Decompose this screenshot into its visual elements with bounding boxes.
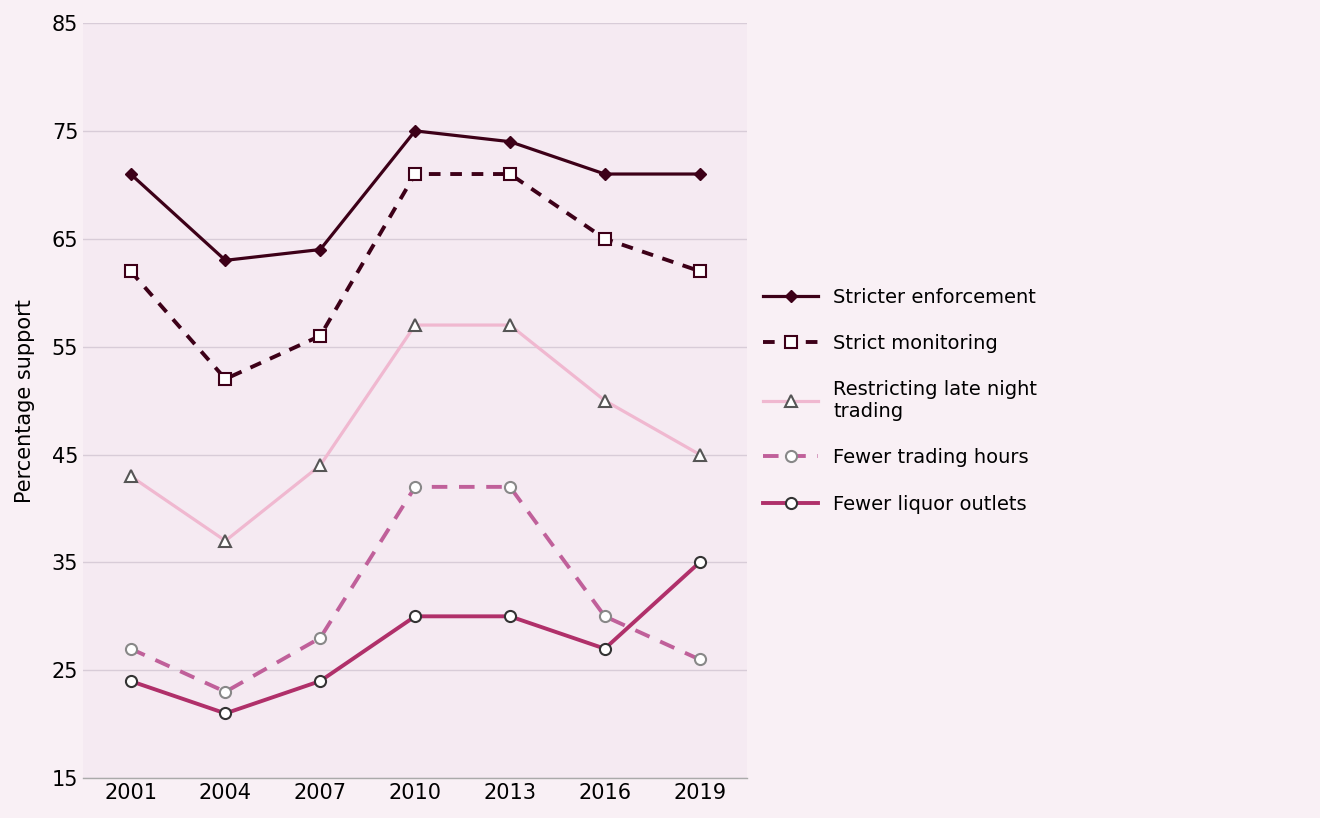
Restricting late night
trading <box>313 461 329 470</box>
Fewer trading hours <box>407 482 422 492</box>
Fewer trading hours <box>502 482 517 492</box>
Y-axis label: Percentage support: Percentage support <box>15 299 36 502</box>
Fewer trading hours <box>597 611 612 621</box>
Restricting late night
trading <box>597 396 612 406</box>
Strict monitoring <box>692 266 708 276</box>
Fewer liquor outlets <box>123 676 139 686</box>
Fewer liquor outlets <box>597 644 612 654</box>
Restricting late night
trading <box>407 320 422 330</box>
Line: Restricting late night
trading: Restricting late night trading <box>124 319 706 547</box>
Strict monitoring <box>502 169 517 179</box>
Strict monitoring <box>313 331 329 341</box>
Strict monitoring <box>407 169 422 179</box>
Line: Strict monitoring: Strict monitoring <box>125 169 705 384</box>
Stricter enforcement <box>123 169 139 179</box>
Fewer trading hours <box>123 644 139 654</box>
Fewer liquor outlets <box>407 611 422 621</box>
Stricter enforcement <box>218 255 234 265</box>
Restricting late night
trading <box>502 320 517 330</box>
Line: Stricter enforcement: Stricter enforcement <box>127 127 704 264</box>
Line: Fewer liquor outlets: Fewer liquor outlets <box>125 557 705 719</box>
Fewer trading hours <box>313 633 329 643</box>
Stricter enforcement <box>692 169 708 179</box>
Fewer trading hours <box>692 654 708 664</box>
Fewer liquor outlets <box>692 558 708 568</box>
Fewer liquor outlets <box>502 611 517 621</box>
Fewer liquor outlets <box>313 676 329 686</box>
Stricter enforcement <box>502 137 517 146</box>
Line: Fewer trading hours: Fewer trading hours <box>125 481 705 698</box>
Restricting late night
trading <box>218 536 234 546</box>
Restricting late night
trading <box>123 471 139 481</box>
Fewer liquor outlets <box>218 708 234 718</box>
Restricting late night
trading <box>692 450 708 460</box>
Strict monitoring <box>123 266 139 276</box>
Strict monitoring <box>218 374 234 384</box>
Fewer trading hours <box>218 687 234 697</box>
Strict monitoring <box>597 234 612 244</box>
Stricter enforcement <box>597 169 612 179</box>
Stricter enforcement <box>313 245 329 254</box>
Legend: Stricter enforcement, Strict monitoring, Restricting late night
trading, Fewer t: Stricter enforcement, Strict monitoring,… <box>763 288 1038 514</box>
Stricter enforcement <box>407 126 422 136</box>
